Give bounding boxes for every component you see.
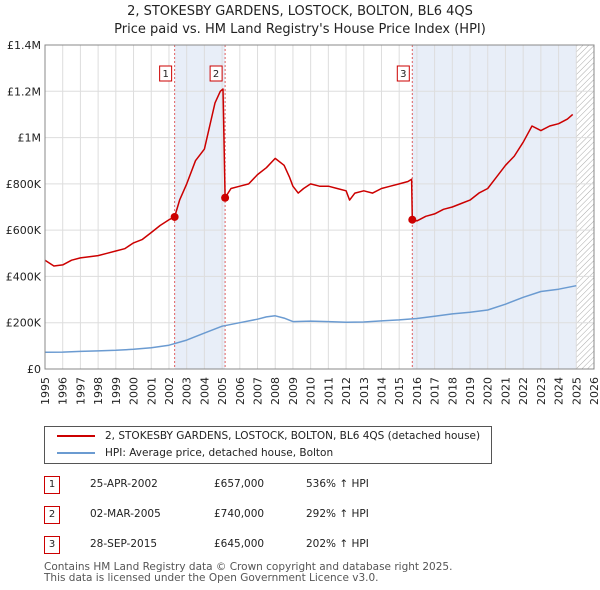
footer: Contains HM Land Registry data © Crown c… <box>44 562 452 584</box>
property-price-line <box>44 88 574 267</box>
price-chart: 1995 1996 1997 1998 1999 2000 2001 2002 2003 2004… <box>6 39 600 405</box>
x-tick-label: 1996 <box>57 377 70 405</box>
footer-licence: This data is licensed under the Open Gov… <box>44 572 379 584</box>
sale-date-3: 28-SEP-2015 <box>90 538 158 550</box>
x-tick-label: 1995 <box>39 377 52 405</box>
y-tick-label: £0 <box>27 363 41 376</box>
x-tick-label: 2002 <box>163 377 176 405</box>
x-tick-label: 2005 <box>216 377 229 405</box>
sale-marker-box-3: 3 <box>44 536 60 554</box>
chart-title: 2, STOKESBY GARDENS, LOSTOCK, BOLTON, BL… <box>127 4 473 19</box>
legend: 2, STOKESBY GARDENS, LOSTOCK, BOLTON, BL… <box>44 426 492 464</box>
legend-label-property: 2, STOKESBY GARDENS, LOSTOCK, BOLTON, BL… <box>105 430 481 442</box>
sale-hpi-1: 536% ↑ HPI <box>306 478 369 490</box>
shaded-region-2 <box>412 45 577 369</box>
sale-label-box-1 <box>159 65 173 82</box>
x-tick-label: 1998 <box>92 377 105 405</box>
sale-hpi-2: 292% ↑ HPI <box>306 508 369 520</box>
x-tick-label: 2007 <box>252 377 265 405</box>
sale-label-3: 3 <box>400 69 406 80</box>
sale-price-1: £657,000 <box>214 478 265 490</box>
x-tick-label: 2011 <box>322 377 335 405</box>
sale-label-2: 2 <box>213 69 219 80</box>
sale-marker-box-2: 2 <box>44 506 60 524</box>
sale-hpi-3: 202% ↑ HPI <box>306 538 369 550</box>
x-tick-label: 2014 <box>375 377 388 405</box>
x-tick-label: 2020 <box>482 377 495 405</box>
legend-swatch-hpi <box>57 452 95 454</box>
x-tick-label: 2010 <box>305 377 318 405</box>
legend-item-property: 2, STOKESBY GARDENS, LOSTOCK, BOLTON, BL… <box>57 430 480 442</box>
x-tick-label: 2018 <box>446 377 459 405</box>
x-tick-label: 2017 <box>429 377 442 405</box>
x-tick-label: 2012 <box>340 377 353 405</box>
x-tick-label: 2025 <box>570 377 583 405</box>
x-tick-label: 2006 <box>234 377 247 405</box>
x-tick-label: 2022 <box>517 377 530 405</box>
y-tick-label: £1.4M <box>7 39 41 52</box>
y-tick-label: £800K <box>6 178 42 191</box>
x-tick-label: 2009 <box>287 377 300 405</box>
sale-label-box-2 <box>209 65 223 82</box>
plot-border <box>44 44 595 370</box>
x-tick-label: 2001 <box>145 377 158 405</box>
hpi-line <box>44 284 577 354</box>
x-tick-label: 1999 <box>110 377 123 405</box>
x-tick-label: 2019 <box>464 377 477 405</box>
x-tick-label: 2013 <box>358 377 371 405</box>
shaded-region-1 <box>174 45 226 369</box>
y-tick-label: £1M <box>18 132 42 145</box>
sale-price-3: £645,000 <box>214 538 265 550</box>
x-tick-label: 1997 <box>74 377 87 405</box>
y-tick-label: £1.2M <box>7 85 41 98</box>
sale-price-2: £740,000 <box>214 508 265 520</box>
sale-date-2: 02-MAR-2005 <box>90 508 161 520</box>
x-tick-label: 2015 <box>393 377 406 405</box>
legend-swatch-property <box>57 435 95 437</box>
sale-label-1: 1 <box>162 69 168 80</box>
sale-point-1 <box>170 212 179 221</box>
x-tick-label: 2003 <box>181 377 194 405</box>
forecast-hatch <box>576 45 594 369</box>
sale-marker-box-1: 1 <box>44 476 60 494</box>
y-tick-label: £200K <box>6 317 42 330</box>
sale-point-3 <box>408 215 417 224</box>
sale-date-1: 25-APR-2002 <box>90 478 158 490</box>
sale-label-box-3 <box>396 65 410 82</box>
legend-label-hpi: HPI: Average price, detached house, Bolt… <box>105 447 334 459</box>
x-tick-label: 2016 <box>411 377 424 405</box>
x-tick-label: 2024 <box>553 377 566 405</box>
x-tick-label: 2008 <box>269 377 282 405</box>
legend-item-hpi: HPI: Average price, detached house, Bolt… <box>57 447 333 459</box>
y-tick-label: £600K <box>6 224 42 237</box>
x-tick-label: 2004 <box>198 377 211 405</box>
footer-copyright: Contains HM Land Registry data © Crown c… <box>44 561 453 573</box>
y-tick-label: £400K <box>6 270 42 283</box>
x-tick-label: 2023 <box>535 377 548 405</box>
chart-subtitle: Price paid vs. HM Land Registry's House … <box>114 22 486 37</box>
x-tick-label: 2000 <box>128 377 141 405</box>
sale-point-2 <box>221 193 230 202</box>
x-tick-label: 2021 <box>499 377 512 405</box>
x-tick-label: 2026 <box>588 377 600 405</box>
